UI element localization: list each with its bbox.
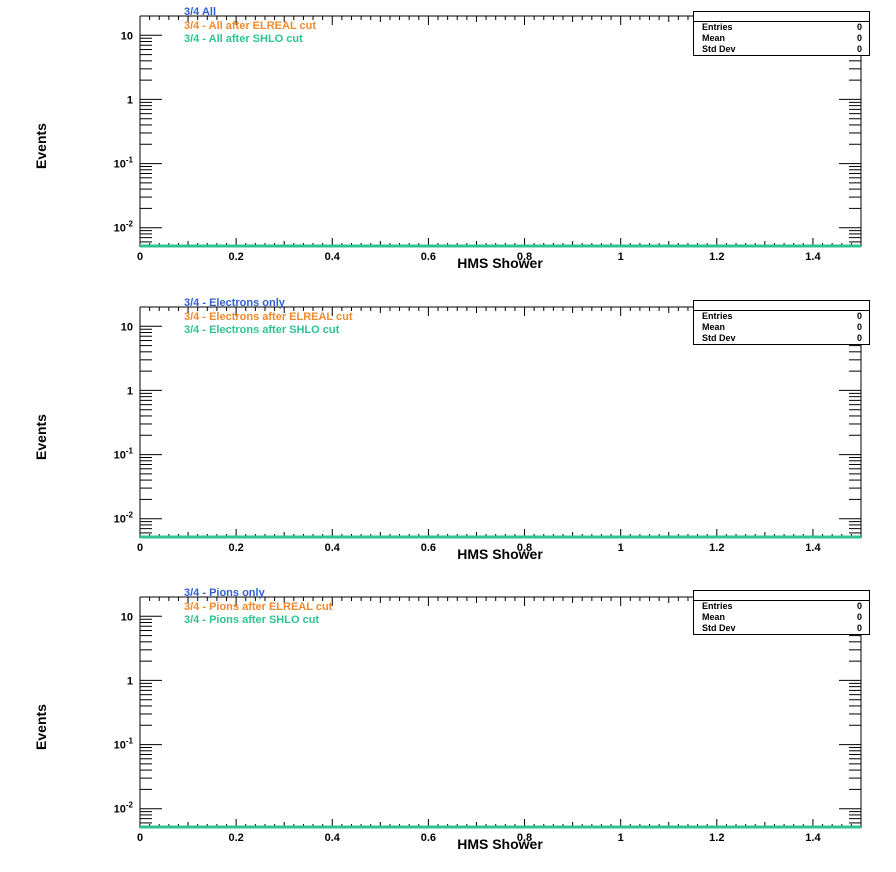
stats-value: 0 — [856, 322, 862, 332]
stats-row: Mean 0 — [694, 612, 869, 623]
stats-label: Entries — [702, 22, 733, 32]
x-tick-label: 1 — [618, 832, 624, 844]
stats-row: Std Dev 0 — [694, 333, 869, 344]
stats-label: Entries — [702, 311, 733, 321]
x-tick-label: 0.2 — [228, 832, 243, 844]
legend-entry-3: 3/4 - Pions after SHLO cut — [184, 614, 320, 626]
y-axis-label: Events — [29, 291, 53, 582]
legend: 3/4 All 3/4 - All after ELREAL cut 3/4 - A… — [184, 6, 316, 47]
x-tick-label: 0.2 — [228, 542, 243, 554]
legend-entry-1: 3/4 All — [184, 6, 216, 18]
y-tick-label: 1 — [127, 94, 133, 106]
y-tick-label: 10-2 — [114, 220, 134, 235]
y-tick-label: 10-1 — [114, 737, 134, 752]
stats-value: 0 — [856, 623, 862, 633]
stats-value: 0 — [856, 311, 862, 321]
stats-value: 0 — [856, 33, 862, 43]
stats-row: Std Dev 0 — [694, 44, 869, 55]
x-tick-label: 1 — [618, 251, 624, 263]
legend-entry-2: 3/4 - Pions after ELREAL cut — [184, 600, 333, 613]
x-tick-label: 0.6 — [421, 251, 436, 263]
stats-row: Entries 0 — [694, 22, 869, 33]
stats-label: Mean — [702, 322, 726, 332]
y-tick-label: 10-2 — [114, 801, 134, 816]
stats-label: Mean — [702, 33, 726, 43]
x-axis-label: HMS Shower — [457, 255, 543, 271]
chart-panel-3: 0 0.2 0.4 0.6 0.8 1 1.2 1.4 10 1 10-1 10-2 Events HMS… — [0, 581, 896, 872]
y-tick-label: 10 — [121, 30, 133, 42]
x-tick-label: 1.2 — [709, 832, 724, 844]
y-tick-label: 1 — [127, 675, 133, 687]
x-tick-label: 0.8 — [517, 542, 532, 554]
chart-panel-2: 0 0.2 0.4 0.6 0.8 1 1.2 1.4 10 1 10-1 10-2 Events HMS… — [0, 291, 896, 582]
stats-label: Entries — [702, 601, 733, 611]
x-tick-label: 0.2 — [228, 251, 243, 263]
stats-value: 0 — [856, 601, 862, 611]
x-tick-label: 1.2 — [709, 251, 724, 263]
y-axis-label-text: Events — [33, 413, 49, 460]
stats-row: Entries 0 — [694, 601, 869, 612]
stats-label: Std Dev — [702, 623, 736, 633]
legend-entry-1: 3/4 - Pions only — [184, 587, 265, 599]
stats-label: Std Dev — [702, 333, 736, 343]
x-tick-label: 0.4 — [325, 251, 341, 263]
stats-box: Entries 0 Mean 0 Std Dev 0 — [693, 590, 870, 635]
x-tick-label: 1.2 — [709, 542, 724, 554]
x-tick-label: 0 — [137, 542, 143, 554]
legend: 3/4 - Pions only 3/4 - Pions after ELREAL… — [184, 587, 332, 628]
stats-box: Entries 0 Mean 0 Std Dev 0 — [693, 300, 870, 345]
stats-header — [694, 301, 869, 311]
stats-header — [694, 591, 869, 601]
x-tick-label: 0.8 — [517, 251, 532, 263]
stats-row: Mean 0 — [694, 33, 869, 44]
legend: 3/4 - Electrons only 3/4 - Electrons afte… — [184, 297, 353, 338]
stats-value: 0 — [856, 333, 862, 343]
x-axis-label: HMS Shower — [457, 546, 543, 562]
legend-entry-2: 3/4 - All after ELREAL cut — [184, 19, 317, 32]
y-axis-label: Events — [29, 581, 53, 872]
x-tick-label: 0.4 — [325, 542, 341, 554]
y-tick-label: 10-1 — [114, 447, 134, 462]
legend-entry-3: 3/4 - All after SHLO cut — [184, 33, 303, 45]
stats-value: 0 — [856, 22, 862, 32]
x-tick-label: 1 — [618, 542, 624, 554]
y-axis-label-text: Events — [33, 703, 49, 750]
stats-label: Mean — [702, 612, 726, 622]
y-tick-label: 1 — [127, 385, 133, 397]
x-tick-label: 0.6 — [421, 832, 436, 844]
x-tick-label: 1.4 — [805, 251, 821, 263]
x-tick-label: 0.8 — [517, 832, 532, 844]
stats-label: Std Dev — [702, 44, 736, 54]
x-tick-label: 1.4 — [805, 832, 821, 844]
legend-entry-1: 3/4 - Electrons only — [184, 297, 285, 309]
stats-row: Std Dev 0 — [694, 623, 869, 634]
y-tick-label: 10-1 — [114, 156, 134, 171]
stats-row: Mean 0 — [694, 322, 869, 333]
plot-area: 0 0.2 0.4 0.6 0.8 1 1.2 1.4 10 1 10-1 10-2 — [114, 596, 862, 844]
stats-value: 0 — [856, 44, 862, 54]
x-tick-label: 0 — [137, 832, 143, 844]
chart-panel-1: 0 0.2 0.4 0.6 0.8 1 1.2 1.4 10 1 10-1 10-2 Events HMS… — [0, 0, 896, 291]
x-tick-label: 0.6 — [421, 542, 436, 554]
x-tick-label: 0 — [137, 251, 143, 263]
y-tick-label: 10 — [121, 321, 133, 333]
y-tick-label: 10 — [121, 611, 133, 623]
stats-row: Entries 0 — [694, 311, 869, 322]
stats-value: 0 — [856, 612, 862, 622]
y-axis-label: Events — [29, 0, 53, 291]
stats-box: Entries 0 Mean 0 Std Dev 0 — [693, 11, 870, 56]
y-tick-label: 10-2 — [114, 511, 134, 526]
stats-header — [694, 12, 869, 22]
legend-entry-2: 3/4 - Electrons after ELREAL cut — [184, 310, 353, 323]
x-tick-label: 1.4 — [805, 542, 821, 554]
y-axis-label-text: Events — [33, 122, 49, 169]
x-tick-label: 0.4 — [325, 832, 341, 844]
x-axis-label: HMS Shower — [457, 836, 543, 852]
legend-entry-3: 3/4 - Electrons after SHLO cut — [184, 324, 340, 336]
